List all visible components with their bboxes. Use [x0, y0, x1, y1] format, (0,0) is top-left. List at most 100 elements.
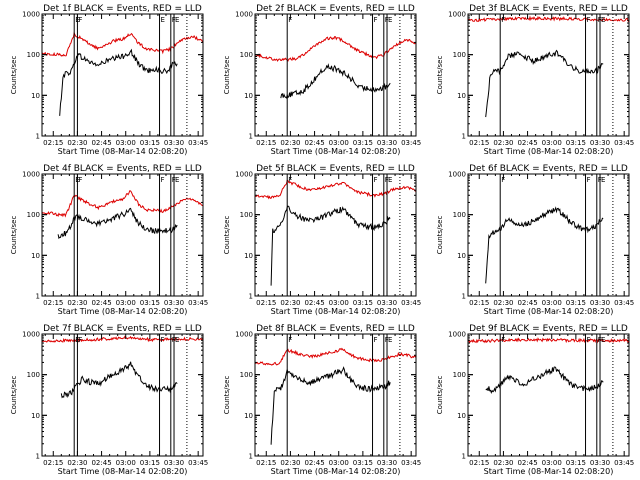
x-tick-label: 03:30: [377, 459, 397, 467]
x-tick-label: 02:15: [469, 299, 489, 307]
series-lld-line: [468, 337, 629, 345]
series-events-line: [485, 366, 604, 395]
x-tick-label: 03:45: [188, 459, 208, 467]
x-tick-label: 03:45: [188, 139, 208, 147]
y-tick-label: 1: [249, 293, 253, 301]
y-tick-label: 10: [31, 412, 40, 420]
x-tick-label: 02:45: [304, 299, 324, 307]
panel-det-3: Det 3f BLACK = Events, RED = LLDFFFE02:1…: [436, 4, 634, 156]
x-tick-label: 03:00: [329, 459, 349, 467]
marker-label: F: [161, 336, 165, 344]
x-tick-label: 02:30: [280, 299, 300, 307]
x-axis-label: Start Time (08-Mar-14 02:08:20): [484, 467, 614, 476]
panel-title: Det 1f BLACK = Events, RED = LLD: [43, 4, 202, 14]
y-tick-label: 1000: [448, 171, 466, 179]
x-tick-label: 03:00: [116, 459, 136, 467]
y-axis-label: Counts/sec: [10, 216, 18, 255]
marker-label: F: [587, 16, 591, 24]
x-tick-label: 02:30: [493, 299, 513, 307]
y-tick-label: 1000: [235, 11, 253, 19]
plot-frame: [467, 13, 630, 137]
marker-label: E: [388, 176, 392, 184]
series-events-line: [270, 205, 391, 286]
series-lld-line: [255, 347, 416, 366]
x-tick-label: 03:15: [353, 139, 373, 147]
y-tick-label: 100: [27, 211, 40, 219]
x-axis-label: Start Time (08-Mar-14 02:08:20): [271, 147, 401, 156]
marker-label: E: [601, 176, 605, 184]
panel-title: Det 7f BLACK = Events, RED = LLD: [43, 324, 202, 334]
marker-label: F: [78, 176, 82, 184]
marker-label: F: [587, 176, 591, 184]
panel-det-1: Det 1f BLACK = Events, RED = LLDEFEFE02:…: [10, 4, 208, 156]
y-tick-label: 100: [453, 211, 466, 219]
x-tick-label: 02:45: [517, 459, 537, 467]
marker-label: F: [374, 176, 378, 184]
panel-det-7: Det 7f BLACK = Events, RED = LLDEFFFE02:…: [10, 324, 208, 476]
x-tick-label: 02:30: [493, 139, 513, 147]
x-tick-label: 03:00: [329, 139, 349, 147]
x-tick-label: 02:15: [469, 459, 489, 467]
plot-frame: [254, 173, 417, 297]
series-lld-line: [42, 335, 203, 343]
marker-label: F: [288, 336, 292, 344]
y-axis-label: Counts/sec: [10, 376, 18, 415]
x-tick-label: 03:15: [353, 459, 373, 467]
marker-label: E: [388, 16, 392, 24]
plot-frame: [254, 13, 417, 137]
y-axis-label: Counts/sec: [223, 216, 231, 255]
y-tick-label: 100: [240, 51, 253, 59]
y-tick-label: 1: [462, 133, 466, 141]
y-axis-label: Counts/sec: [436, 216, 444, 255]
panel-title: Det 8f BLACK = Events, RED = LLD: [256, 324, 415, 334]
series-lld-line: [468, 15, 629, 23]
marker-label: F: [161, 176, 165, 184]
x-tick-label: 02:30: [67, 139, 87, 147]
y-tick-label: 1: [249, 133, 253, 141]
y-tick-label: 1: [249, 453, 253, 461]
x-axis-label: Start Time (08-Mar-14 02:08:20): [271, 307, 401, 316]
x-tick-label: 03:00: [329, 299, 349, 307]
y-tick-label: 1: [462, 293, 466, 301]
x-axis-label: Start Time (08-Mar-14 02:08:20): [484, 307, 614, 316]
x-tick-label: 03:45: [401, 299, 421, 307]
y-tick-label: 10: [457, 92, 466, 100]
x-tick-label: 03:30: [164, 459, 184, 467]
y-tick-label: 10: [244, 412, 253, 420]
y-tick-label: 1: [36, 293, 40, 301]
marker-label: F: [288, 176, 292, 184]
x-axis-label: Start Time (08-Mar-14 02:08:20): [271, 467, 401, 476]
y-tick-label: 100: [27, 51, 40, 59]
x-tick-label: 03:30: [164, 299, 184, 307]
marker-label: F: [501, 176, 505, 184]
x-tick-label: 03:45: [188, 299, 208, 307]
x-tick-label: 02:45: [304, 459, 324, 467]
x-tick-label: 03:00: [542, 299, 562, 307]
x-tick-label: 03:30: [590, 459, 610, 467]
y-axis-label: Counts/sec: [10, 56, 18, 95]
marker-label: F: [501, 16, 505, 24]
marker-label: F: [374, 336, 378, 344]
x-tick-label: 02:15: [256, 459, 276, 467]
x-tick-label: 02:30: [493, 459, 513, 467]
panel-title: Det 5f BLACK = Events, RED = LLD: [256, 164, 415, 174]
plot-frame: [467, 173, 630, 297]
y-tick-label: 1: [462, 453, 466, 461]
y-tick-label: 1000: [22, 331, 40, 339]
series-events-line: [270, 366, 391, 445]
y-tick-label: 100: [240, 371, 253, 379]
y-tick-label: 100: [453, 51, 466, 59]
marker-label: E: [601, 16, 605, 24]
y-axis-label: Counts/sec: [223, 376, 231, 415]
y-tick-label: 1000: [22, 171, 40, 179]
x-axis-label: Start Time (08-Mar-14 02:08:20): [58, 307, 188, 316]
y-tick-label: 100: [453, 371, 466, 379]
panel-det-9: Det 9f BLACK = Events, RED = LLDFFFE02:1…: [436, 324, 634, 476]
marker-label: E: [175, 336, 179, 344]
y-axis-label: Counts/sec: [223, 56, 231, 95]
y-tick-label: 100: [240, 211, 253, 219]
x-tick-label: 03:15: [566, 299, 586, 307]
x-tick-label: 02:45: [517, 139, 537, 147]
panel-det-5: Det 5f BLACK = Events, RED = LLDFFFE02:1…: [223, 164, 421, 316]
